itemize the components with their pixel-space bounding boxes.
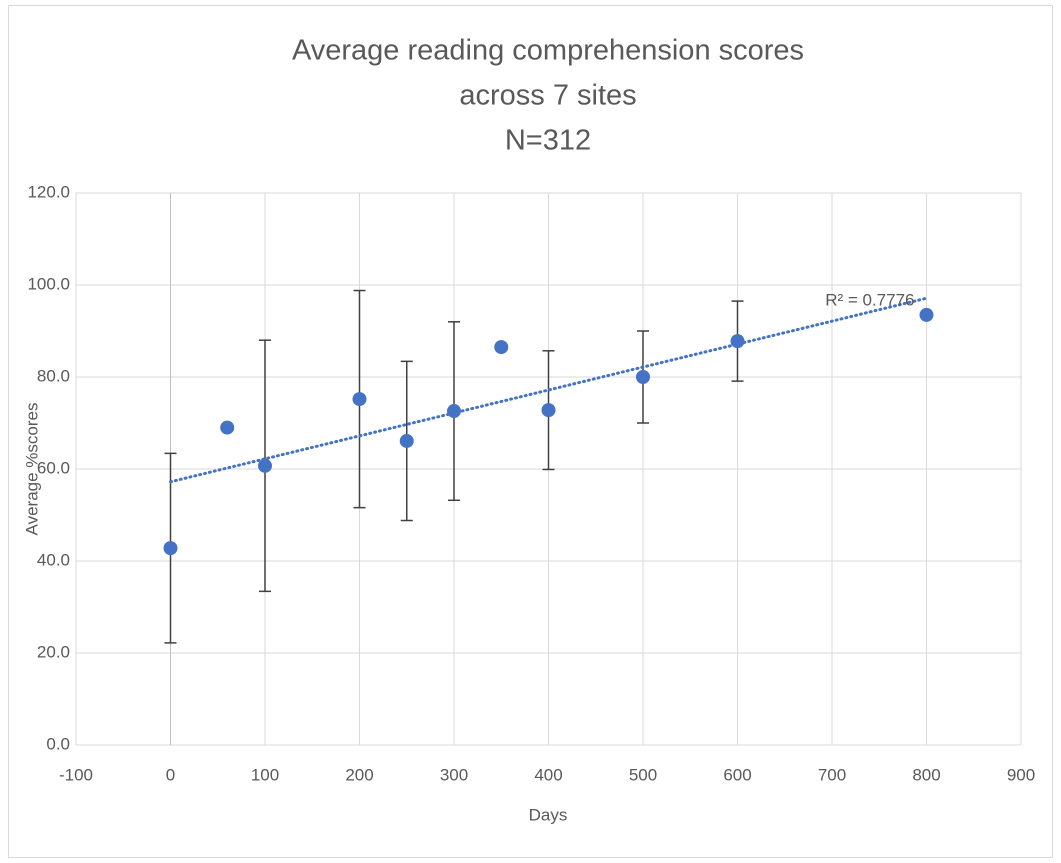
point bbox=[541, 403, 556, 418]
point bbox=[258, 458, 272, 473]
trendline bbox=[169, 296, 928, 484]
y-tick-label: 80.0 bbox=[37, 366, 70, 385]
point bbox=[919, 307, 934, 322]
point bbox=[636, 370, 650, 384]
x-tick-label: 400 bbox=[534, 765, 562, 784]
x-tick-label: 600 bbox=[723, 765, 751, 784]
point bbox=[494, 340, 509, 355]
y-tick-label: 40.0 bbox=[37, 550, 70, 569]
y-tick-label: 120.0 bbox=[27, 182, 70, 201]
y-axis-label: Average %scores bbox=[22, 403, 41, 536]
x-tick-label: 900 bbox=[1007, 765, 1035, 784]
x-tick-label: 100 bbox=[251, 765, 279, 784]
x-tick-label: 500 bbox=[629, 765, 657, 784]
point bbox=[163, 541, 178, 556]
x-tick-label: 0 bbox=[166, 765, 175, 784]
point bbox=[447, 404, 461, 419]
x-tick-label: 200 bbox=[345, 765, 373, 784]
x-tick-label: -100 bbox=[59, 765, 93, 784]
x-tick-label: 300 bbox=[440, 765, 468, 784]
chart-frame bbox=[8, 5, 1053, 858]
chart-title: N=312 bbox=[505, 125, 591, 157]
y-tick-label: 20.0 bbox=[37, 642, 70, 661]
chart-title: Average reading comprehension scores bbox=[292, 35, 804, 67]
point bbox=[730, 334, 745, 349]
trendline-label: R² = 0.7776 bbox=[825, 291, 914, 310]
point bbox=[399, 433, 414, 448]
point bbox=[220, 420, 235, 435]
y-tick-label: 100.0 bbox=[27, 274, 70, 293]
y-tick-label: 0.0 bbox=[46, 734, 70, 753]
point bbox=[352, 392, 367, 407]
y-tick-label: 60.0 bbox=[37, 458, 70, 477]
chart-title: across 7 sites bbox=[459, 80, 636, 112]
x-tick-label: 700 bbox=[818, 765, 846, 784]
x-tick-label: 800 bbox=[912, 765, 940, 784]
x-axis-label: Days bbox=[529, 805, 568, 824]
